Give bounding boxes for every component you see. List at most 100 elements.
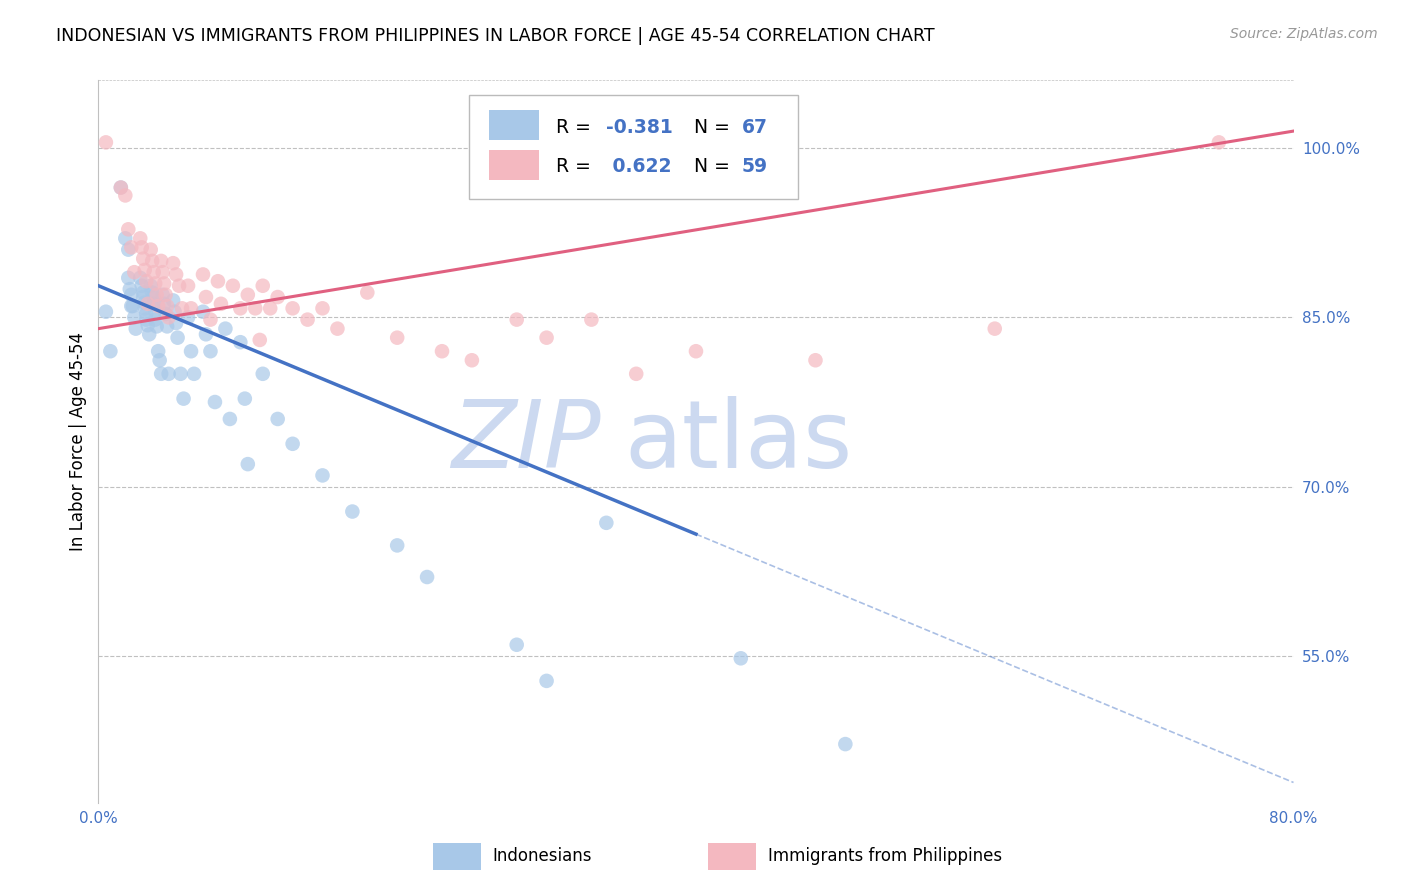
- Point: [416, 570, 439, 584]
- Point: [506, 638, 529, 652]
- Bar: [709, 843, 756, 870]
- Text: 67: 67: [741, 118, 768, 136]
- Point: [114, 231, 136, 245]
- Point: [207, 274, 229, 288]
- Point: [132, 290, 155, 304]
- Point: [356, 285, 378, 300]
- Point: [114, 188, 136, 202]
- Point: [148, 299, 170, 313]
- Point: [191, 304, 214, 318]
- Point: [129, 270, 152, 285]
- Point: [134, 295, 156, 310]
- Point: [180, 301, 202, 316]
- Point: [152, 265, 174, 279]
- Point: [157, 310, 180, 325]
- Point: [163, 304, 186, 318]
- Point: [98, 344, 122, 359]
- Point: [177, 278, 200, 293]
- Point: [120, 240, 142, 254]
- Point: [94, 304, 117, 318]
- Bar: [433, 843, 481, 870]
- Text: Indonesians: Indonesians: [494, 847, 592, 865]
- Point: [152, 287, 174, 301]
- Point: [177, 310, 200, 325]
- Point: [200, 312, 222, 326]
- Point: [120, 287, 142, 301]
- Text: N =: N =: [693, 158, 735, 177]
- Point: [156, 299, 179, 313]
- Point: [172, 301, 194, 316]
- Point: [162, 293, 184, 308]
- Bar: [489, 110, 540, 140]
- Point: [136, 318, 159, 333]
- Point: [180, 344, 202, 359]
- Point: [139, 278, 162, 293]
- Point: [245, 301, 267, 316]
- Y-axis label: In Labor Force | Age 45-54: In Labor Force | Age 45-54: [69, 332, 87, 551]
- Point: [730, 651, 752, 665]
- Point: [121, 299, 143, 313]
- Point: [138, 327, 160, 342]
- Point: [581, 312, 603, 326]
- Bar: [489, 150, 540, 180]
- Point: [120, 299, 142, 313]
- Point: [804, 353, 827, 368]
- Point: [326, 321, 349, 335]
- Point: [117, 222, 139, 236]
- Point: [430, 344, 453, 359]
- Point: [249, 333, 271, 347]
- Point: [165, 316, 187, 330]
- Point: [155, 287, 177, 301]
- Point: [229, 301, 252, 316]
- Point: [219, 412, 242, 426]
- Point: [135, 274, 157, 288]
- Point: [139, 243, 162, 257]
- Point: [149, 353, 172, 368]
- Point: [162, 256, 184, 270]
- Text: -0.381: -0.381: [606, 118, 673, 136]
- Point: [117, 270, 139, 285]
- Point: [156, 319, 179, 334]
- Point: [143, 303, 166, 318]
- Point: [183, 367, 205, 381]
- Point: [150, 253, 173, 268]
- Point: [157, 367, 180, 381]
- Point: [342, 504, 364, 518]
- Point: [117, 243, 139, 257]
- Point: [311, 301, 333, 316]
- Point: [153, 297, 176, 311]
- Point: [834, 737, 856, 751]
- Text: R =: R =: [557, 118, 598, 136]
- Point: [125, 321, 148, 335]
- FancyBboxPatch shape: [470, 95, 797, 200]
- Point: [233, 392, 256, 406]
- Point: [141, 285, 163, 300]
- Point: [142, 297, 165, 311]
- Point: [236, 287, 259, 301]
- Point: [94, 136, 117, 150]
- Point: [134, 301, 156, 316]
- Point: [204, 395, 226, 409]
- Point: [124, 265, 146, 279]
- Point: [165, 268, 187, 282]
- Point: [129, 231, 152, 245]
- Point: [118, 282, 141, 296]
- Point: [297, 312, 319, 326]
- Point: [267, 412, 290, 426]
- Point: [200, 344, 222, 359]
- Text: Source: ZipAtlas.com: Source: ZipAtlas.com: [1230, 27, 1378, 41]
- Point: [148, 344, 170, 359]
- Point: [169, 367, 191, 381]
- Point: [222, 278, 245, 293]
- Point: [145, 287, 167, 301]
- Point: [141, 253, 163, 268]
- Point: [142, 265, 165, 279]
- Point: [131, 278, 153, 293]
- Text: INDONESIAN VS IMMIGRANTS FROM PHILIPPINES IN LABOR FORCE | AGE 45-54 CORRELATION: INDONESIAN VS IMMIGRANTS FROM PHILIPPINE…: [56, 27, 935, 45]
- Text: N =: N =: [693, 118, 735, 136]
- Point: [135, 307, 157, 321]
- Point: [110, 180, 132, 194]
- Point: [536, 673, 558, 688]
- Text: ZIP: ZIP: [451, 396, 600, 487]
- Point: [167, 278, 190, 293]
